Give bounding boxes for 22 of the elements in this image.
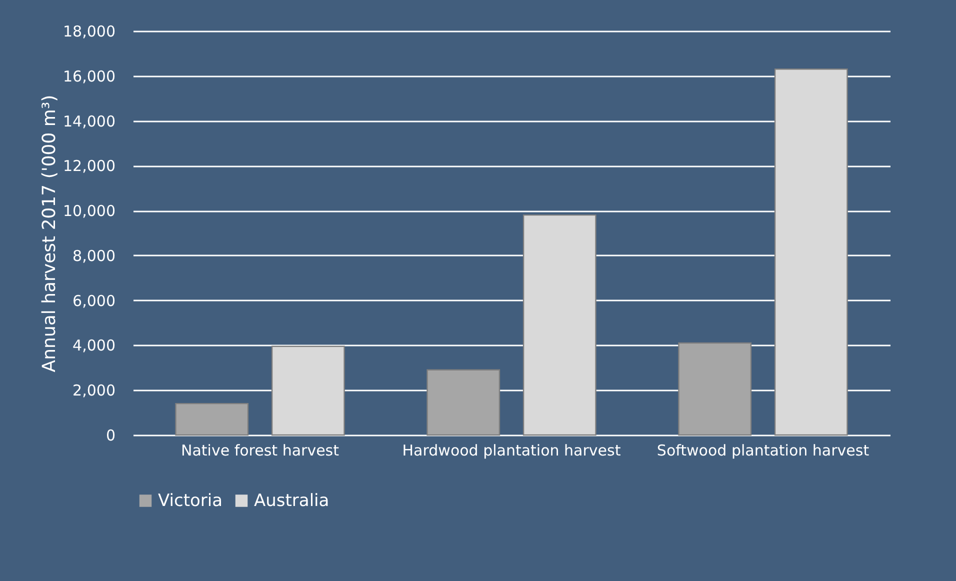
bar [678, 342, 752, 436]
bar [774, 68, 848, 436]
x-tick-label: Softwood plantation harvest [656, 442, 870, 460]
y-tick-label: 10,000 [63, 202, 116, 220]
y-tick-label: 2,000 [72, 382, 116, 400]
bar [522, 214, 596, 436]
y-tick-label: 0 [106, 426, 116, 444]
y-tick-label: 16,000 [63, 67, 116, 86]
x-tick-label: Hardwood plantation harvest [402, 442, 621, 460]
bar [271, 346, 345, 436]
y-tick-label: 4,000 [72, 336, 116, 355]
x-tick-label: Native forest harvest [181, 442, 340, 460]
bar [175, 402, 249, 436]
y-axis-title: Annual harvest 2017 ('000 m³) [39, 94, 60, 372]
y-tick-label: 8,000 [72, 246, 116, 265]
y-tick-label: 14,000 [63, 112, 116, 130]
bar [426, 369, 500, 436]
y-tick-label: 6,000 [72, 292, 116, 310]
legend-label: Australia [254, 490, 330, 511]
legend-label: Victoria [158, 490, 223, 511]
y-tick-label: 12,000 [63, 157, 116, 176]
y-tick-label: 18,000 [63, 22, 116, 40]
